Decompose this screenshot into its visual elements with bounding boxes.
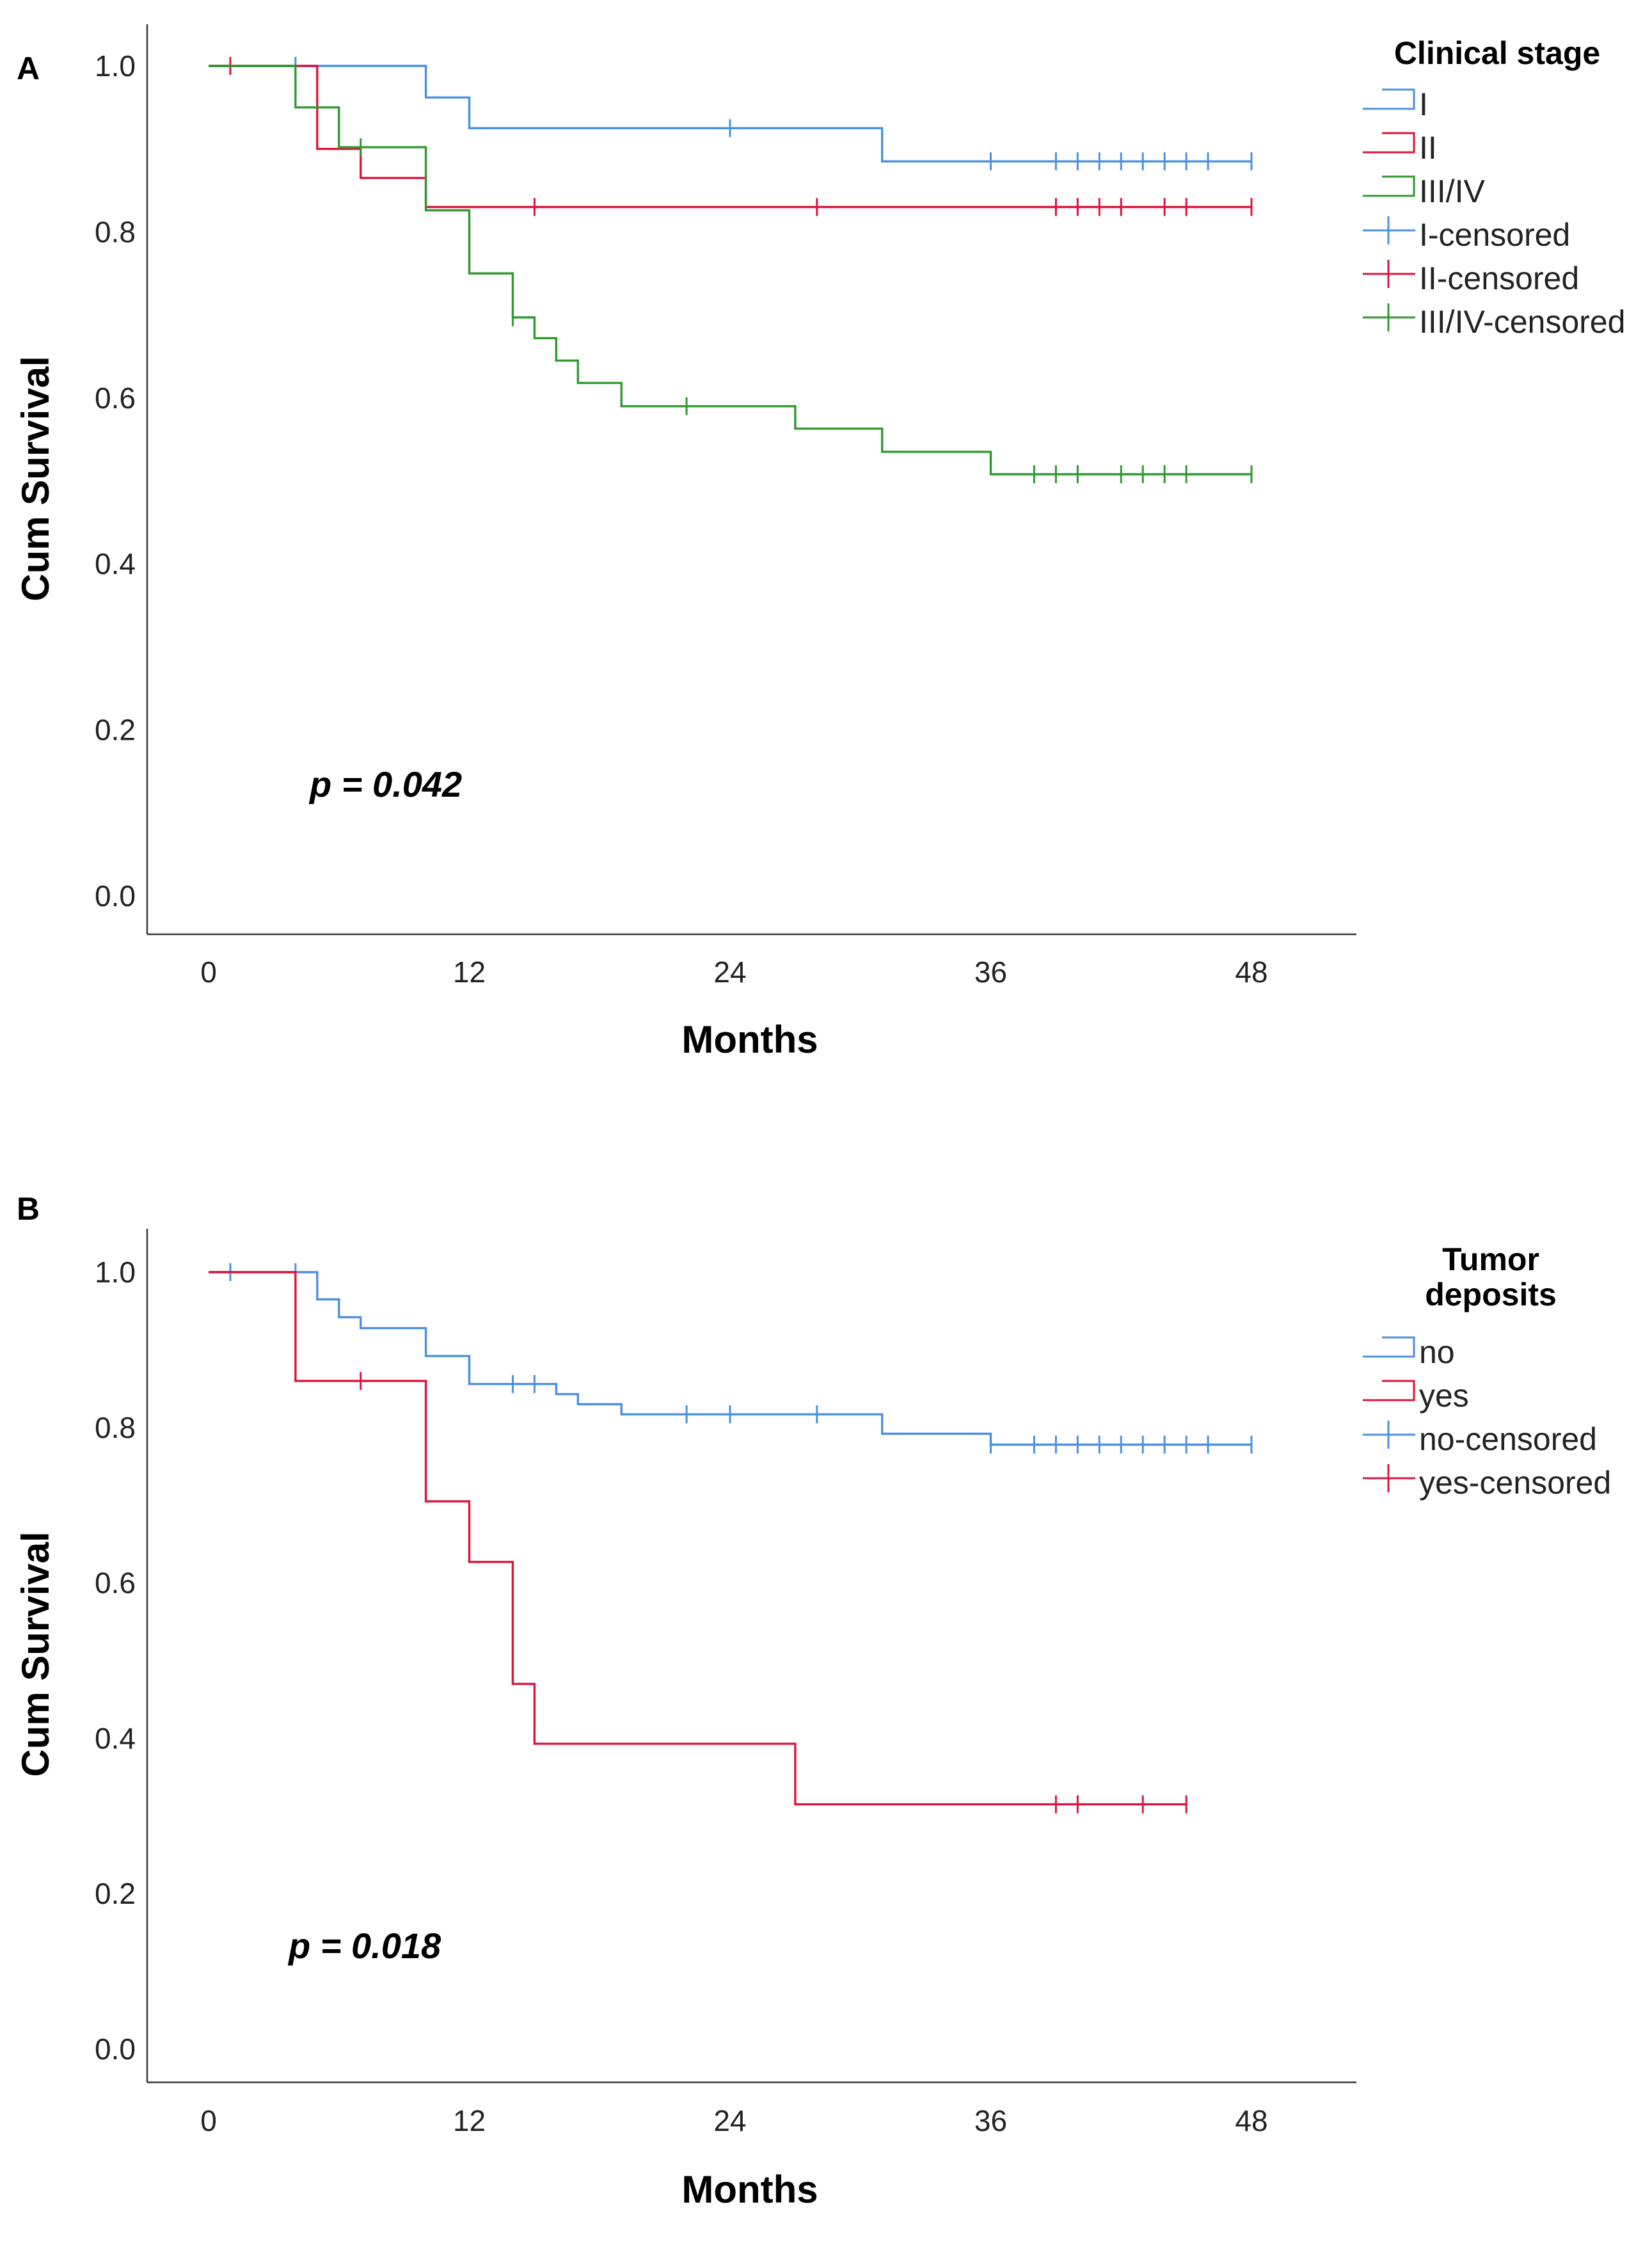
legend-label: I-censored: [1419, 217, 1570, 253]
legend-label: yes: [1419, 1378, 1469, 1414]
x-tick-label: 36: [974, 955, 1007, 989]
survival-curve-iii-iv: [209, 65, 1251, 475]
legend-label: I: [1419, 86, 1428, 122]
x-tick-label: 12: [453, 2104, 486, 2137]
legend-label: II-censored: [1419, 260, 1579, 296]
y-tick-label: 0.2: [95, 714, 136, 747]
x-tick-label: 0: [200, 2104, 217, 2137]
legend-label: no: [1419, 1334, 1455, 1370]
legend-title: Tumor: [1442, 1241, 1539, 1277]
y-tick-label: 0.8: [95, 1411, 136, 1444]
legend-line-swatch: [1363, 132, 1415, 154]
panel-label: B: [17, 1191, 40, 1227]
y-axis-title: Cum Survival: [14, 356, 57, 601]
y-tick-label: 0.6: [95, 1567, 136, 1600]
legend-label: III/IV-censored: [1419, 304, 1625, 340]
x-tick-label: 48: [1235, 2104, 1267, 2137]
y-tick-label: 0.2: [95, 1877, 136, 1910]
panel-b: B Cum Survival Months p = 0.018 Tumordep…: [14, 1191, 1611, 2211]
legend-line-swatch: [1363, 1336, 1415, 1358]
panel-a: A Cum Survival Months p = 0.042 Clinical…: [14, 24, 1625, 1061]
y-tick-label: 0.8: [95, 215, 136, 248]
x-axis-title: Months: [681, 2168, 818, 2211]
x-axis-title: Months: [681, 1018, 818, 1061]
x-tick-label: 12: [453, 955, 486, 989]
legend-label: II: [1419, 130, 1437, 166]
legend-title: Clinical stage: [1394, 35, 1600, 71]
x-tick-label: 0: [200, 955, 217, 989]
x-tick-label: 24: [713, 2104, 746, 2137]
legend-title: deposits: [1425, 1277, 1557, 1312]
legend-line-swatch: [1363, 1380, 1415, 1401]
p-value-annotation: p = 0.042: [308, 764, 462, 804]
y-tick-label: 1.0: [95, 1256, 136, 1289]
y-axis-title: Cum Survival: [14, 1531, 57, 1776]
survival-curve-yes: [209, 1271, 1187, 1806]
x-tick-label: 24: [713, 955, 746, 989]
x-tick-label: 36: [974, 2104, 1007, 2137]
x-tick-label: 48: [1235, 955, 1267, 989]
y-tick-label: 1.0: [95, 49, 136, 83]
y-tick-label: 0.4: [95, 1721, 136, 1755]
legend-line-swatch: [1363, 175, 1415, 197]
legend: Clinical stageIIIIII/IVI-censoredII-cens…: [1363, 35, 1625, 340]
survival-curve-i: [209, 65, 1251, 163]
p-value-annotation: p = 0.018: [287, 1926, 441, 1966]
y-tick-label: 0.0: [95, 879, 136, 913]
legend-line-swatch: [1363, 88, 1415, 110]
legend-label: no-censored: [1419, 1421, 1597, 1457]
legend-label: III/IV: [1419, 173, 1485, 209]
y-tick-label: 0.4: [95, 547, 136, 580]
panel-label: A: [17, 51, 40, 86]
y-tick-label: 0.6: [95, 381, 136, 415]
legend-label: yes-censored: [1419, 1465, 1611, 1501]
y-tick-label: 0.0: [95, 2032, 136, 2066]
